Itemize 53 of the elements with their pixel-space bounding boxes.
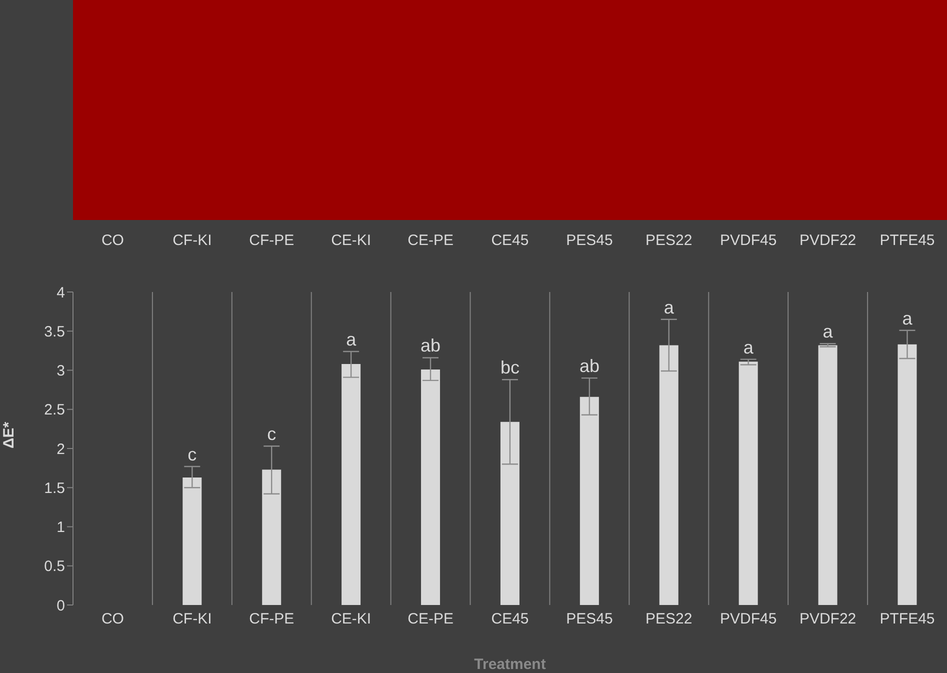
bar: [500, 422, 520, 605]
bar: [580, 396, 599, 605]
bar: [818, 345, 838, 605]
x-axis-title: Treatment: [474, 656, 546, 673]
x-tick-label: CE45: [491, 610, 529, 628]
x-tick-label: CE-KI: [331, 610, 372, 628]
annotation: a: [346, 329, 358, 350]
category-label: CF-PE: [248, 232, 296, 249]
y-tick-label: 4: [56, 284, 65, 302]
category-label: CF-KI: [172, 232, 213, 249]
category-label: PES22: [644, 232, 694, 249]
x-tick-label: CF-KI: [172, 610, 212, 628]
y-tick-label: 3: [56, 362, 65, 380]
bar: [262, 470, 282, 605]
category-label: PTFE45: [878, 232, 936, 249]
annotation: ab: [579, 356, 600, 376]
annotation: ab: [420, 336, 441, 356]
category-label: CE-PE: [406, 232, 454, 249]
y-tick-label: 1: [56, 519, 65, 536]
annotation: a: [902, 308, 914, 328]
y-tick-label: 3.5: [44, 323, 65, 340]
bar: [182, 477, 202, 605]
category-label: CO: [100, 232, 125, 249]
bar: [738, 362, 758, 605]
x-tick-label: PVDF22: [799, 610, 856, 628]
x-tick-label: PTFE45: [880, 610, 935, 628]
annotation: bc: [500, 358, 520, 378]
x-tick-label: CE-PE: [408, 610, 454, 628]
annotation: c: [267, 424, 276, 444]
annotation: a: [664, 297, 675, 318]
annotation: c: [188, 444, 197, 464]
category-label: PVDF22: [798, 232, 858, 249]
y-tick-label: 1.5: [44, 480, 65, 497]
y-axis-title: ΔE*: [0, 422, 18, 448]
y-tick-label: 0.5: [44, 558, 65, 576]
x-tick-label: PES22: [646, 610, 692, 628]
x-tick-label: CO: [101, 610, 124, 628]
bar: [421, 369, 440, 605]
annotation: a: [743, 337, 754, 358]
y-tick-label: 2.5: [44, 402, 65, 419]
bar: [898, 344, 917, 605]
category-label: CE-KI: [330, 232, 372, 249]
category-label: PVDF45: [719, 232, 778, 249]
annotation: a: [822, 322, 834, 342]
bar: [342, 364, 361, 605]
x-tick-label: PES45: [566, 610, 613, 628]
x-tick-label: PVDF45: [720, 610, 777, 628]
category-label: PES45: [565, 232, 614, 249]
category-label: CE45: [490, 232, 530, 249]
y-tick-label: 0: [56, 597, 65, 614]
x-tick-label: CF-PE: [249, 610, 294, 628]
bar: [659, 345, 678, 605]
y-tick-label: 2: [56, 440, 65, 458]
